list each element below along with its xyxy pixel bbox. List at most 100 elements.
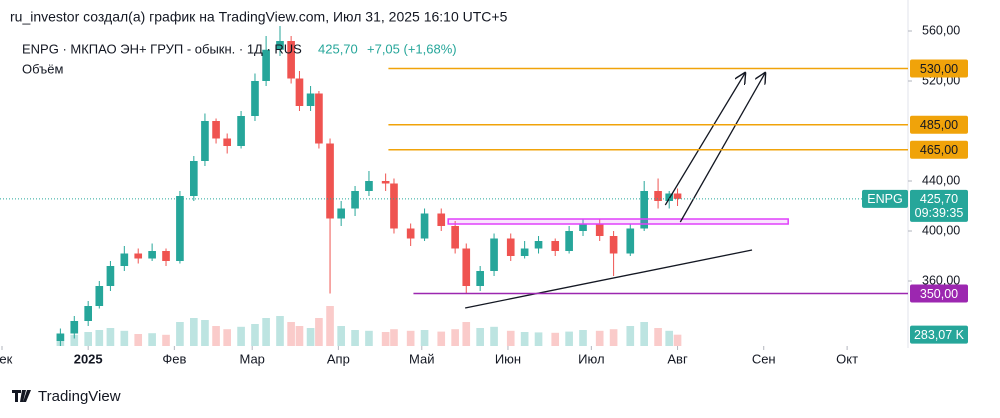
candle-body [201, 121, 209, 161]
arrow [679, 73, 765, 223]
candle-body [451, 226, 459, 249]
volume-bar [490, 326, 498, 346]
volume-bar [337, 326, 345, 346]
volume-bar [551, 332, 560, 346]
level-label-box [910, 284, 968, 303]
y-tick-label: 360,00 [922, 273, 960, 287]
volume-bar [251, 324, 259, 346]
volume-bar [95, 330, 104, 346]
volume-bar [223, 329, 232, 346]
volume-bar [176, 322, 184, 346]
arrow [664, 73, 745, 206]
last-price-box [910, 189, 968, 222]
volume-bar [287, 322, 295, 346]
volume-bar [437, 331, 446, 346]
volume-bar [120, 330, 129, 346]
plot-area [56, 26, 789, 346]
candle-body [287, 41, 295, 79]
volume-bar [201, 320, 209, 346]
candle-body [106, 266, 115, 286]
volume-title: Объём [22, 61, 63, 76]
legend-price: 425,70 [318, 41, 358, 56]
candle-body [579, 223, 587, 231]
candle-body [237, 116, 245, 146]
candle-body [176, 196, 184, 261]
countdown-label: 09:39:35 [915, 206, 964, 220]
candle-body [306, 93, 315, 106]
candle-body [654, 191, 662, 201]
legend-symbol: ENPG · МКПАО ЭН+ ГРУП - обыкн. · 1Д · RU… [22, 41, 302, 56]
volume-bar [106, 328, 115, 346]
x-tick-label: Июл [578, 351, 604, 366]
candle-body [251, 81, 259, 116]
volume-bar [654, 328, 662, 346]
candle-body [665, 193, 674, 201]
candle-body [70, 321, 79, 334]
volume-bar [476, 328, 484, 346]
volume-bar [640, 322, 649, 346]
last-volume-label: 283,07 K [914, 328, 965, 342]
candle-body [262, 49, 270, 81]
level-label-box [910, 59, 968, 78]
volume-bar [70, 334, 79, 346]
symbol-box [862, 189, 908, 208]
volume-bar [406, 330, 415, 346]
author-line: ru_investor создал(а) график на TradingV… [10, 9, 508, 25]
candle-body [365, 181, 373, 191]
volume-bar [365, 330, 373, 346]
candle-body [534, 241, 543, 249]
y-tick-label: 400,00 [922, 223, 960, 237]
candle-body [609, 236, 618, 254]
brand-name: TradingView [38, 388, 121, 405]
candle-body [95, 286, 104, 306]
candle-body [595, 223, 604, 236]
candle-body [326, 143, 334, 219]
x-tick-label: Авг [667, 351, 688, 366]
volume-bar [237, 326, 245, 346]
volume-bar [451, 329, 459, 346]
volume-bar [420, 330, 429, 346]
candle-body [295, 78, 304, 106]
level-label-box [910, 115, 968, 134]
volume-bar [462, 322, 471, 346]
candle-body [406, 228, 415, 239]
volume-bar [262, 318, 270, 346]
volume-bar [326, 306, 334, 346]
candle-body [437, 213, 446, 226]
level-label: 485,00 [920, 118, 958, 132]
candle-body [351, 191, 359, 209]
volume-bar [381, 332, 390, 346]
symbol-label: ENPG [867, 192, 902, 206]
level-label: 465,00 [920, 143, 958, 157]
candle-body [134, 253, 143, 259]
candle-body [84, 306, 93, 321]
x-tick-label: 2025 [74, 351, 103, 366]
candle-body [462, 248, 471, 286]
x-tick-label: Фев [162, 351, 186, 366]
candle-body [420, 213, 429, 239]
brand-logo [12, 390, 31, 402]
candle-body [673, 193, 682, 199]
volume-bar [295, 326, 304, 346]
candle-body [381, 181, 390, 184]
y-tick-label: 440,00 [922, 173, 960, 187]
volume-bar [212, 326, 220, 346]
candle-body [276, 41, 284, 50]
x-tick-label: Окт [836, 351, 858, 366]
volume-bar [315, 318, 323, 346]
candle-body [640, 191, 649, 229]
level-label-box [910, 140, 968, 159]
trendline [465, 249, 753, 309]
candle-body [506, 238, 515, 256]
volume-bar [390, 329, 398, 346]
volume-bar [534, 332, 543, 346]
volume-bar [579, 330, 587, 346]
level-label: 350,00 [920, 287, 958, 301]
candle-body [551, 241, 560, 251]
candle-body [120, 253, 129, 266]
candle-body [315, 93, 323, 144]
last-price-label: 425,70 [920, 192, 958, 206]
volume-bar [595, 330, 604, 346]
